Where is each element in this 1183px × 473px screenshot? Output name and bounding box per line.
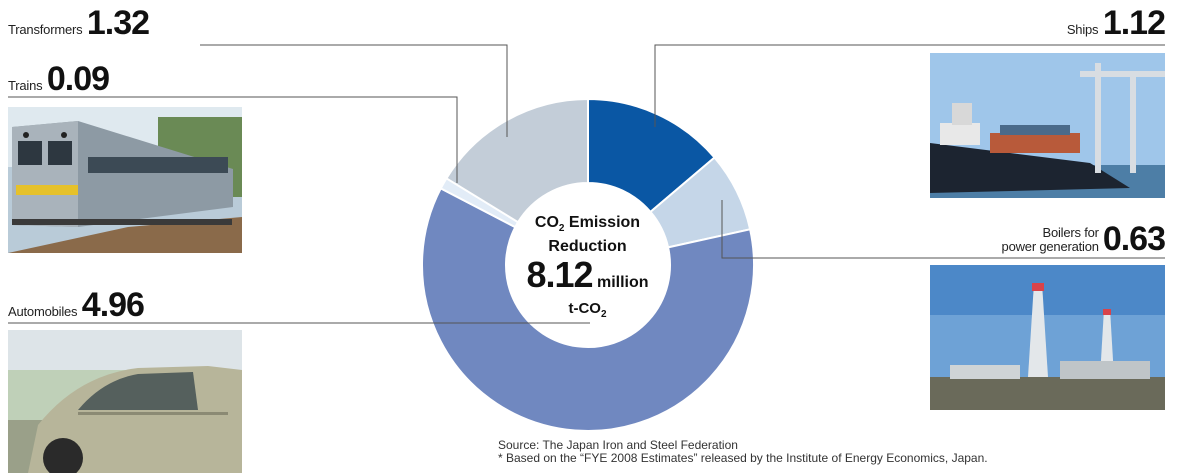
center-total: 8.12 million: [526, 254, 649, 295]
train-photo: [8, 107, 242, 253]
label-transformers-name: Transformers: [8, 22, 83, 37]
label-trains: Trains 0.09: [8, 60, 110, 98]
leader-ships: [654, 44, 1165, 127]
label-trains-name: Trains: [8, 78, 43, 93]
slice-transformers: [445, 97, 589, 224]
label-trains-value: 0.09: [46, 60, 110, 98]
label-automobiles-value: 4.96: [81, 286, 145, 324]
label-boilers-name: Boilers for power generation: [1001, 225, 1099, 254]
center-title: CO2 Emission Reduction: [534, 214, 641, 256]
label-transformers: Transformers 1.32: [8, 4, 150, 42]
label-boilers: Boilers for power generation 0.63: [1001, 220, 1166, 258]
center-unit: t-CO2: [568, 300, 607, 320]
label-ships: Ships 1.12: [1066, 4, 1166, 42]
label-ships-value: 1.12: [1102, 4, 1166, 42]
label-boilers-value: 0.63: [1102, 220, 1166, 258]
leader-trains: [8, 96, 458, 183]
leader-transformers: [200, 44, 508, 137]
ship-photo: [930, 53, 1165, 198]
leader-boilers: [721, 200, 1165, 259]
label-automobiles-name: Automobiles: [8, 304, 78, 319]
label-ships-name: Ships: [1066, 22, 1099, 37]
slice-automobiles: [421, 187, 755, 432]
footnote-line: * Based on the “FYE 2008 Estimates” rele…: [498, 451, 988, 465]
label-transformers-value: 1.32: [86, 4, 150, 42]
car-photo: [8, 330, 242, 473]
source-line: Source: The Japan Iron and Steel Federat…: [498, 438, 738, 452]
source-note: Source: The Japan Iron and Steel Federat…: [498, 439, 988, 465]
label-automobiles: Automobiles 4.96: [8, 286, 145, 324]
power-plant-photo: [930, 265, 1165, 410]
